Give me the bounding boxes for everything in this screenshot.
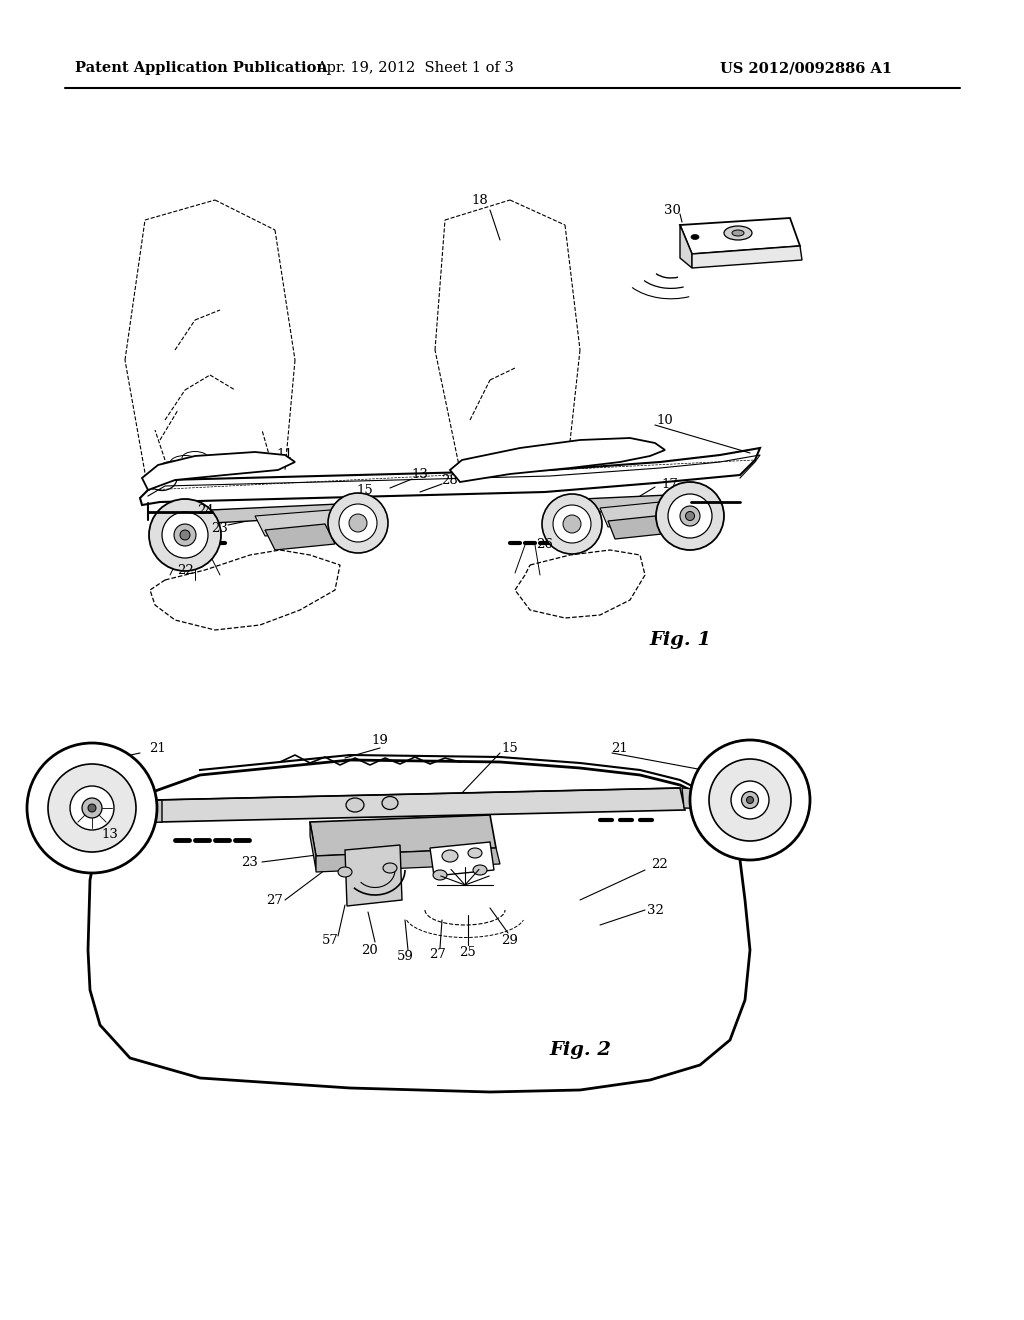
Text: 28: 28 — [441, 474, 459, 487]
Polygon shape — [142, 451, 295, 490]
Ellipse shape — [27, 743, 157, 873]
Ellipse shape — [680, 506, 700, 525]
Text: 32: 32 — [646, 903, 664, 916]
Ellipse shape — [746, 796, 754, 804]
Ellipse shape — [442, 850, 458, 862]
Ellipse shape — [48, 764, 136, 851]
Text: 10: 10 — [656, 413, 674, 426]
Text: 22: 22 — [176, 564, 194, 577]
Text: 24: 24 — [197, 503, 213, 516]
Ellipse shape — [553, 506, 591, 543]
Polygon shape — [680, 224, 692, 268]
Text: 20: 20 — [361, 944, 379, 957]
Text: US 2012/0092886 A1: US 2012/0092886 A1 — [720, 61, 892, 75]
Polygon shape — [310, 814, 496, 855]
Text: 59: 59 — [396, 950, 414, 964]
Ellipse shape — [691, 235, 699, 239]
Ellipse shape — [685, 511, 694, 520]
Text: 29: 29 — [502, 933, 518, 946]
Ellipse shape — [741, 792, 759, 808]
Polygon shape — [100, 800, 162, 825]
Ellipse shape — [346, 799, 364, 812]
Ellipse shape — [82, 799, 102, 818]
Ellipse shape — [690, 741, 810, 861]
Text: Fig. 2: Fig. 2 — [549, 1041, 611, 1059]
Ellipse shape — [382, 796, 398, 809]
Text: 13: 13 — [101, 829, 119, 842]
Polygon shape — [608, 516, 662, 539]
Polygon shape — [345, 845, 402, 906]
Ellipse shape — [70, 785, 114, 830]
Ellipse shape — [339, 504, 377, 543]
Text: Apr. 19, 2012  Sheet 1 of 3: Apr. 19, 2012 Sheet 1 of 3 — [316, 61, 514, 75]
Ellipse shape — [88, 804, 96, 812]
Text: 15: 15 — [502, 742, 518, 755]
Ellipse shape — [473, 865, 487, 875]
Polygon shape — [600, 502, 668, 527]
Polygon shape — [680, 218, 800, 253]
Polygon shape — [682, 788, 742, 810]
Ellipse shape — [180, 531, 190, 540]
Text: 18: 18 — [472, 194, 488, 206]
Ellipse shape — [731, 781, 769, 818]
Polygon shape — [692, 246, 802, 268]
Ellipse shape — [724, 226, 752, 240]
Polygon shape — [255, 510, 340, 536]
Text: 13: 13 — [412, 469, 428, 482]
Text: 21: 21 — [150, 742, 166, 755]
Text: 27: 27 — [266, 894, 284, 907]
Ellipse shape — [383, 863, 397, 873]
Polygon shape — [265, 524, 335, 550]
Ellipse shape — [542, 494, 602, 554]
Ellipse shape — [150, 499, 221, 572]
Text: Patent Application Publication: Patent Application Publication — [75, 61, 327, 75]
Ellipse shape — [656, 482, 724, 550]
Polygon shape — [155, 788, 685, 822]
Polygon shape — [515, 550, 645, 618]
Polygon shape — [430, 842, 494, 876]
Ellipse shape — [328, 492, 388, 553]
Text: 17: 17 — [662, 479, 679, 491]
Polygon shape — [140, 447, 760, 506]
Ellipse shape — [349, 513, 367, 532]
Text: Fig. 1: Fig. 1 — [649, 631, 711, 649]
Polygon shape — [150, 550, 340, 630]
Polygon shape — [310, 822, 316, 870]
Text: 23: 23 — [212, 521, 228, 535]
Polygon shape — [210, 503, 362, 523]
Text: 26: 26 — [537, 539, 553, 552]
Ellipse shape — [174, 524, 196, 546]
Ellipse shape — [732, 230, 744, 236]
Text: 11: 11 — [276, 449, 293, 462]
Text: 22: 22 — [651, 858, 669, 871]
Text: 27: 27 — [429, 949, 446, 961]
Text: 30: 30 — [664, 203, 680, 216]
Text: 21: 21 — [611, 742, 629, 755]
Ellipse shape — [433, 870, 447, 880]
Text: 57: 57 — [322, 933, 339, 946]
Ellipse shape — [162, 512, 208, 558]
Ellipse shape — [668, 494, 712, 539]
Polygon shape — [450, 438, 665, 482]
Polygon shape — [560, 494, 692, 513]
Ellipse shape — [468, 847, 482, 858]
Text: 19: 19 — [372, 734, 388, 747]
Ellipse shape — [338, 867, 352, 876]
Ellipse shape — [709, 759, 791, 841]
Text: 15: 15 — [356, 483, 374, 496]
Ellipse shape — [563, 515, 581, 533]
Polygon shape — [316, 847, 500, 873]
Text: 25: 25 — [459, 945, 475, 958]
Text: 23: 23 — [242, 855, 258, 869]
Polygon shape — [88, 760, 750, 1092]
